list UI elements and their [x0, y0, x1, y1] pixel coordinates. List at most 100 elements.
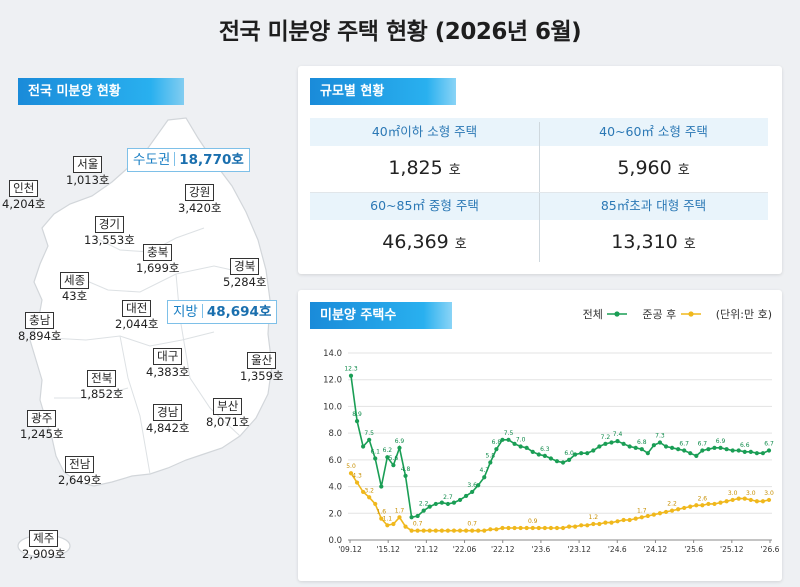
region-name: 충남 [25, 312, 55, 329]
series-point-total [548, 456, 554, 461]
series-point-completed [439, 528, 444, 533]
region-incheon: 인천 4,204호 [2, 180, 46, 212]
scale-unit: 호 [454, 237, 467, 252]
series-point-total [512, 441, 517, 446]
data-label-completed: 3.0 [728, 490, 738, 497]
region-name: 전남 [65, 456, 95, 473]
scale-value: 46,369 [382, 231, 449, 253]
series-point-completed [451, 528, 457, 533]
series-point-completed [621, 517, 626, 523]
series-point-completed [585, 523, 590, 528]
region-value: 1,245호 [20, 427, 64, 441]
region-name: 울산 [247, 352, 277, 369]
x-tick-label: '24.6 [608, 545, 627, 554]
data-label-total: 6.7 [679, 441, 689, 448]
series-point-completed [409, 528, 414, 533]
region-value: 1,852호 [80, 387, 124, 401]
series-point-completed [476, 528, 481, 533]
series-point-total [579, 451, 584, 456]
series-point-total [694, 453, 699, 458]
region-name: 제주 [29, 530, 59, 547]
data-label-completed: 3.2 [364, 487, 374, 494]
series-point-total [766, 448, 772, 453]
local-value: 48,694호 [206, 304, 272, 320]
capital-total-callout: 수도권 18,770호 [127, 148, 250, 172]
data-label-total: 7.0 [516, 437, 526, 444]
region-chungbuk: 충북 1,699호 [136, 244, 180, 276]
data-label-completed: 1.1 [383, 515, 393, 522]
chart-unit-note: (단위:만 호) [715, 308, 772, 321]
series-point-total [488, 460, 493, 465]
series-point-completed [573, 524, 578, 529]
series-point-total [742, 449, 747, 454]
chart-section-tag: 미분양 주택수 [310, 302, 452, 329]
chart-legend: 전체 준공 후 (단위:만 호) [583, 306, 772, 322]
series-point-total [621, 441, 626, 446]
series-point-completed [766, 497, 772, 503]
series-point-completed [536, 525, 541, 531]
series-point-total [585, 451, 590, 456]
series-point-total [421, 508, 426, 513]
data-label-completed: 1.2 [589, 514, 599, 521]
series-point-completed [706, 501, 711, 507]
series-point-completed [609, 520, 614, 525]
scale-cell-large: 85㎡초과 대형 주택 13,310 호 [539, 192, 768, 266]
series-point-completed [639, 515, 644, 520]
data-label-total: 6.6 [740, 442, 750, 449]
region-daejeon: 대전 2,044호 [115, 300, 159, 332]
series-point-completed [645, 513, 650, 519]
series-point-completed [754, 499, 759, 504]
region-jeju: 제주 2,909호 [22, 530, 66, 562]
region-jeonnam: 전남 2,649호 [58, 456, 102, 488]
region-ulsan: 울산 1,359호 [240, 352, 284, 384]
series-point-total [470, 489, 475, 495]
series-point-total [718, 445, 723, 450]
scale-section-tag: 규모별 현황 [310, 78, 456, 105]
series-point-completed [512, 525, 517, 531]
series-point-total [573, 452, 578, 457]
series-point-completed [742, 496, 747, 501]
series-point-total [651, 443, 656, 448]
region-value: 4,383호 [146, 365, 190, 379]
series-point-total [615, 439, 620, 444]
series-point-completed [694, 503, 699, 508]
series-point-total [445, 501, 451, 507]
line-chart: 0.0 2.0 4.0 6.0 8.0 10.0 12.0 14.0 '09.12 '15.12 '… [323, 349, 780, 554]
scale-value: 5,960 [617, 157, 672, 179]
scale-value: 1,825 [388, 157, 443, 179]
x-tick-label: '15.12 [376, 545, 400, 554]
region-gyeonggi: 경기 13,553호 [84, 216, 135, 248]
series-line-total [350, 375, 770, 519]
series-point-total [536, 452, 541, 457]
y-tick-label: 10.0 [323, 402, 342, 412]
legend-total-marker [607, 311, 628, 317]
capital-label: 수도권 [133, 152, 171, 168]
series-point-total [609, 440, 614, 445]
scale-unit: 호 [683, 237, 696, 252]
region-value: 8,894호 [18, 329, 62, 343]
series-point-total [591, 448, 596, 453]
series-point-completed [427, 528, 432, 533]
data-label-completed: 1.6 [377, 509, 387, 516]
series-point-total [482, 475, 487, 480]
y-tick-label: 12.0 [323, 376, 342, 386]
series-point-completed [615, 519, 620, 524]
series-point-total [736, 448, 741, 453]
data-label-completed: 2.6 [698, 495, 708, 502]
data-label-total: 6.8 [637, 439, 647, 446]
scale-label: 40㎡이하 소형 주택 [310, 118, 539, 146]
region-gyeongnam: 경남 4,842호 [146, 404, 190, 436]
scale-label: 60~85㎡ 중형 주택 [310, 192, 539, 220]
series-point-completed [682, 505, 687, 511]
data-label-total: 6.7 [764, 441, 774, 448]
legend-completed-marker [680, 311, 701, 317]
series-point-completed [494, 527, 499, 532]
series-point-completed [651, 512, 656, 517]
series-point-completed [560, 525, 566, 531]
series-point-total [403, 473, 408, 478]
capital-value: 18,770호 [179, 152, 244, 168]
data-label-total: 2.2 [419, 501, 429, 508]
region-name: 충북 [143, 244, 173, 261]
series-point-total [391, 463, 396, 468]
series-point-completed [730, 497, 735, 503]
